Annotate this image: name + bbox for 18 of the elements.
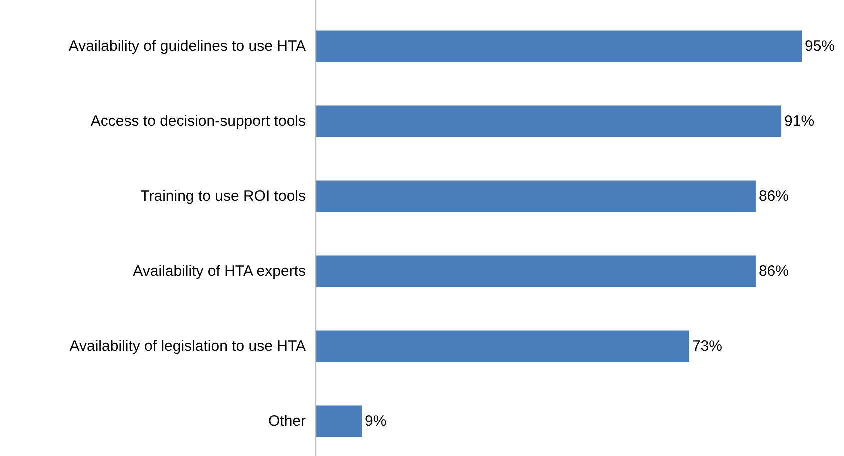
y-tick-label: Other xyxy=(268,413,306,430)
data-label: 86% xyxy=(758,188,789,205)
y-tick-label: Access to decision-support tools xyxy=(90,113,306,130)
bar xyxy=(316,256,756,288)
y-tick-label: Training to use ROI tools xyxy=(140,188,306,205)
data-label: 86% xyxy=(758,263,789,280)
data-label: 95% xyxy=(805,38,836,55)
y-tick-label: Availability of HTA experts xyxy=(133,263,306,280)
data-label: 91% xyxy=(784,113,815,130)
data-label: 9% xyxy=(365,413,387,430)
y-tick-label: Availability of legislation to use HTA xyxy=(70,338,306,355)
y-tick-label: Availability of guidelines to use HTA xyxy=(68,38,306,55)
bar xyxy=(316,406,362,438)
data-label: 73% xyxy=(692,338,722,355)
bar xyxy=(316,106,782,138)
bar xyxy=(316,330,690,362)
bar xyxy=(316,180,756,212)
bar xyxy=(316,30,802,62)
